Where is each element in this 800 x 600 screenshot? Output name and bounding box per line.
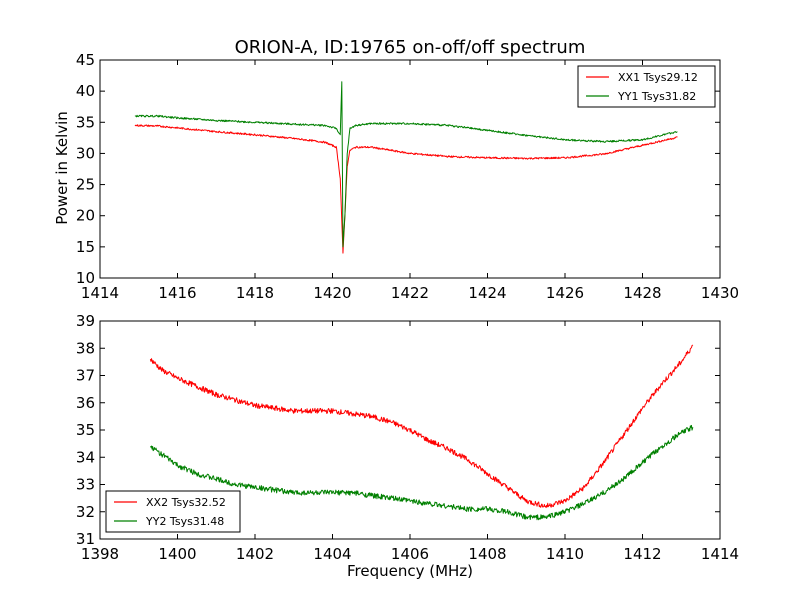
y-tick-label: 40 — [76, 82, 95, 100]
x-tick-label: 1420 — [313, 284, 351, 302]
legend: XX2 Tsys32.52 YY2 Tsys31.48 — [105, 490, 241, 533]
series-line-2 — [149, 424, 694, 521]
x-tick-label: 1410 — [546, 545, 584, 563]
figure-title: ORION-A, ID:19765 on-off/off spectrum — [235, 37, 586, 58]
legend-box — [105, 490, 241, 533]
x-tick-label: 1424 — [468, 284, 506, 302]
legend-label: XX2 Tsys32.52 — [146, 496, 226, 509]
y-tick-label: 35 — [76, 113, 95, 131]
series-line-1 — [134, 124, 678, 254]
x-tick-label: 1426 — [546, 284, 584, 302]
y-tick-label: 36 — [76, 394, 95, 412]
x-tick-label: 1406 — [391, 545, 429, 563]
y-tick-label: 25 — [76, 176, 95, 194]
x-tick-label: 1418 — [236, 284, 274, 302]
y-tick-label: 37 — [76, 367, 95, 385]
x-tick-label: 1408 — [468, 545, 506, 563]
y-tick-label: 34 — [76, 448, 95, 466]
y-tick-label: 39 — [76, 312, 95, 330]
y-tick-label: 45 — [76, 51, 95, 69]
y-tick-label: 35 — [76, 421, 95, 439]
chart-panel-2: 1398 1400 1402 1404 1406 1408 1410 1412 1414 31 32… — [76, 312, 739, 563]
chart-panels: 1414 1416 1418 1420 1422 1424 1426 1428 1430 10 15… — [76, 51, 739, 563]
legend-label: XX1 Tsys29.12 — [618, 71, 698, 84]
series-line-2 — [134, 81, 678, 248]
series-line-1 — [149, 344, 694, 509]
x-tick-label: 1400 — [158, 545, 196, 563]
x-tick-label: 1416 — [158, 284, 196, 302]
legend-label: YY1 Tsys31.82 — [617, 90, 696, 103]
x-tick-label: 1398 — [81, 545, 119, 563]
y-tick-label: 31 — [76, 530, 95, 548]
x-tick-label: 1402 — [236, 545, 274, 563]
y-tick-label: 20 — [76, 207, 95, 225]
y-tick-label: 15 — [76, 238, 95, 256]
legend-box — [577, 65, 716, 108]
y-tick-label: 32 — [76, 503, 95, 521]
x-tick-label: 1414 — [81, 284, 119, 302]
chart-panel-1: 1414 1416 1418 1420 1422 1424 1426 1428 1430 10 15… — [76, 51, 739, 302]
x-tick-label: 1404 — [313, 545, 351, 563]
legend: XX1 Tsys29.12 YY1 Tsys31.82 — [577, 65, 716, 108]
x-tick-label: 1428 — [623, 284, 661, 302]
y-tick-label: 38 — [76, 339, 95, 357]
legend-label: YY2 Tsys31.48 — [145, 515, 224, 528]
x-tick-label: 1414 — [701, 545, 739, 563]
x-tick-label: 1430 — [701, 284, 739, 302]
x-tick-label: 1422 — [391, 284, 429, 302]
x-axis-label: Frequency (MHz) — [347, 562, 473, 580]
y-tick-label: 30 — [76, 144, 95, 162]
y-tick-label: 33 — [76, 476, 95, 494]
y-axis-label: Power in Kelvin — [53, 111, 71, 225]
x-tick-label: 1412 — [623, 545, 661, 563]
y-tick-label: 10 — [76, 269, 95, 287]
